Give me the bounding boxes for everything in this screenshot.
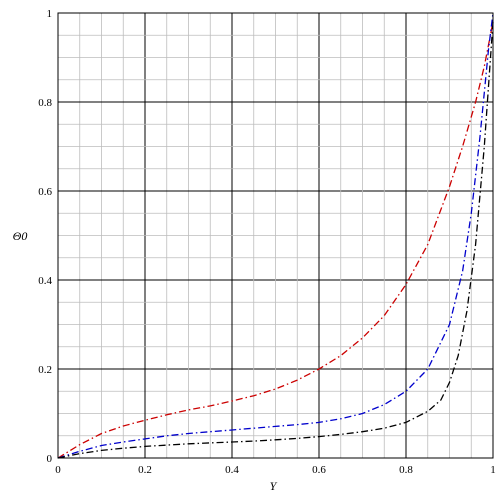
x-axis-title: Y	[270, 479, 278, 493]
plot-frame	[57, 12, 494, 459]
y-tick-label: 0.2	[38, 364, 52, 376]
x-tick-label: 0.8	[399, 464, 413, 476]
x-tick-label: 0	[55, 464, 61, 476]
y-tick-label: 0.6	[38, 186, 52, 198]
y-axis-title: Θ0	[13, 229, 28, 243]
y-tick-label: 0.4	[38, 275, 52, 287]
y-tick-label: 0.8	[38, 97, 52, 109]
series-line-3	[57, 21, 494, 459]
y-tick-label: 0	[47, 453, 53, 465]
x-tick-label: 0.6	[312, 464, 326, 476]
series-lines	[57, 12, 494, 459]
series-line-1	[57, 21, 494, 459]
series-line-2	[57, 12, 494, 459]
grid	[58, 13, 493, 458]
x-tick-label: 1	[490, 464, 496, 476]
y-tick-label: 1	[47, 8, 53, 20]
tick-labels: 0 0.2 0.4 0.6 0.8 1 0 0.2 0.4 0.6 0.8 1	[38, 8, 496, 476]
x-tick-label: 0.4	[225, 464, 239, 476]
x-tick-label: 0.2	[138, 464, 152, 476]
